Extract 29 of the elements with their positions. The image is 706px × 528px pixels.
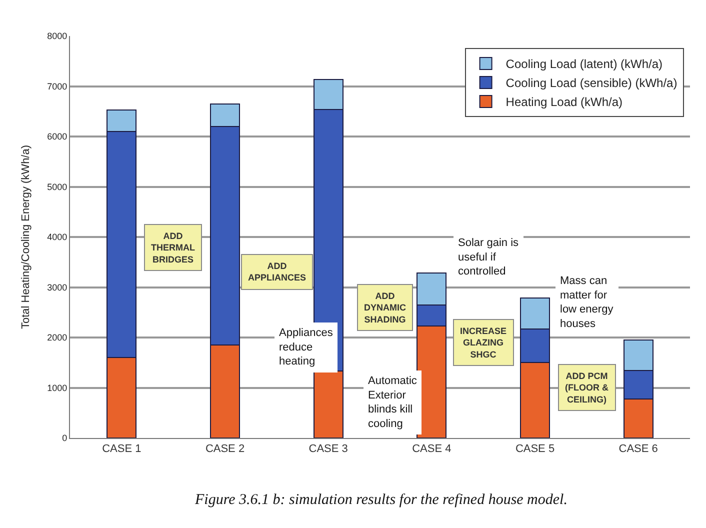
y-tick-label: 0 bbox=[62, 433, 68, 444]
y-tick-label: 1000 bbox=[47, 382, 68, 393]
annotation: ADD PCM (FLOOR & CEILING) bbox=[565, 371, 609, 404]
y-tick-label: 5000 bbox=[47, 182, 68, 192]
annotation: Mass can matter for low energy houses bbox=[560, 275, 614, 330]
legend-label: Cooling Load (sensible) (kWh/a) bbox=[506, 76, 678, 90]
annotation: INCREASE GLAZING SHGC bbox=[460, 326, 507, 360]
caption: Figure 3.6.1 b: simulation results for the refined house model. bbox=[194, 492, 568, 508]
annotation: ADD THERMAL BRIDGES bbox=[151, 231, 196, 264]
y-tick-label: 3000 bbox=[47, 282, 68, 292]
y-tick-label: 2000 bbox=[47, 332, 68, 343]
x-tick-label: CASE 3 bbox=[308, 443, 348, 456]
annotation: Automatic Exterior blinds kill cooling bbox=[368, 375, 418, 430]
annotation: Solar gain is useful if controlled bbox=[458, 237, 520, 278]
annotation: ADD DYNAMIC SHADING bbox=[364, 291, 406, 324]
y-tick-label: 7000 bbox=[47, 81, 68, 92]
legend-label: Heating Load (kWh/a) bbox=[506, 95, 623, 110]
y-tick-label: 8000 bbox=[47, 31, 68, 42]
legend-label: Cooling Load (latent) (kWh/a) bbox=[506, 57, 663, 72]
x-tick-label: CASE 6 bbox=[618, 443, 658, 456]
x-tick-label: CASE 5 bbox=[515, 443, 555, 456]
y-tick-label: 6000 bbox=[47, 132, 68, 142]
x-tick-label: CASE 1 bbox=[102, 443, 142, 456]
x-tick-label: CASE 4 bbox=[412, 443, 452, 456]
annotation: ADD APPLIANCES bbox=[248, 261, 306, 283]
annotation: Appliances reduce heating bbox=[279, 327, 334, 368]
y-tick-label: 4000 bbox=[47, 232, 68, 242]
x-tick-label: CASE 2 bbox=[205, 443, 245, 456]
y-axis-title: Total Heating/Cooling Energy (kWh/a) bbox=[20, 144, 32, 330]
